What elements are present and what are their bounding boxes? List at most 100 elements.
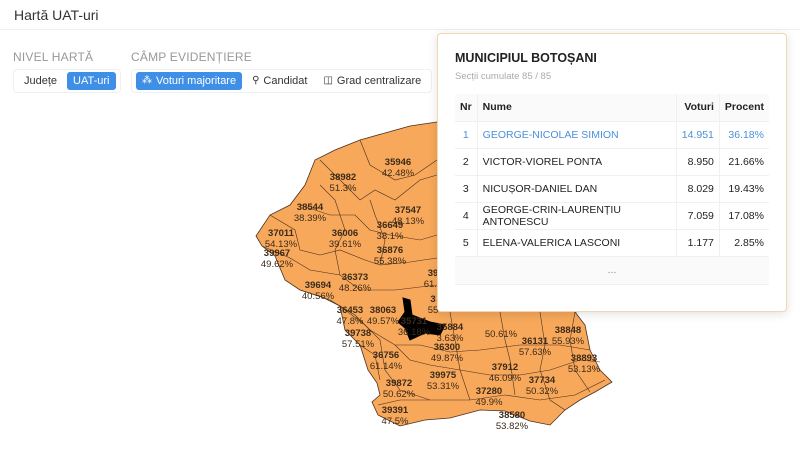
cell-votes: 14.951 xyxy=(675,121,720,149)
uat-label-pct: 48.26% xyxy=(339,283,372,294)
uat-label-pct: 3.63% xyxy=(437,333,464,344)
uat-label-pct: 55.93% xyxy=(552,336,585,347)
col-voturi: Voturi xyxy=(675,94,720,122)
uat-label-code: 37912 xyxy=(492,362,518,373)
table-row[interactable]: 4 GEORGE-CRIN-LAURENȚIU ANTONESCU 7.059 17.… xyxy=(455,202,769,230)
uat-label-pct: 57.51% xyxy=(342,339,375,350)
cell-pct: 17.08% xyxy=(718,202,769,230)
selected-uat-botosani[interactable] xyxy=(397,297,446,341)
table-row[interactable]: 1 GEORGE-NICOLAE SIMION 14.951 36.18% xyxy=(455,121,769,149)
uat-label-pct: 50.61% xyxy=(485,329,518,340)
cell-name: GEORGE-CRIN-LAURENȚIU ANTONESCU xyxy=(476,202,677,230)
highlight-field-toggle: ⁂ Voturi majoritare ⚲ Candidat ◫ Grad ce… xyxy=(131,69,433,93)
uat-label-code: 39967 xyxy=(264,248,290,259)
field-option-grad-centralizare[interactable]: ◫ Grad centralizare xyxy=(317,72,427,90)
level-option-uat[interactable]: UAT-uri xyxy=(67,72,116,90)
field-option-voturi-majoritare[interactable]: ⁂ Voturi majoritare xyxy=(136,72,243,90)
uat-label-pct: 50.62% xyxy=(383,389,416,400)
uat-label-pct: 49.62% xyxy=(261,259,294,270)
uat-label-pct: 36.18% xyxy=(398,327,431,338)
uat-label-pct: 42.48% xyxy=(382,168,415,179)
uat-label-code: 35731 xyxy=(401,316,428,327)
table-row[interactable]: 5 ELENA-VALERICA LASCONI 1.177 2.85% xyxy=(455,229,769,257)
table-row[interactable]: 3 NICUȘOR-DANIEL DAN 8.029 19.43% xyxy=(455,175,769,203)
uat-label-code: 38848 xyxy=(555,325,581,336)
uat-label-code: 38063 xyxy=(370,305,396,316)
uat-label-code: 3 xyxy=(430,294,435,305)
results-table: Nr Nume Voturi Procent 1 GEORGE-NICOLAE S… xyxy=(455,94,769,285)
field-option-label: Voturi majoritare xyxy=(156,75,237,87)
uat-label-pct: 55.38% xyxy=(374,256,407,267)
uat-label-pct: 38.1% xyxy=(377,231,404,242)
uat-label-pct: 55 xyxy=(428,305,439,316)
uat-label-code: 36373 xyxy=(342,272,368,283)
popup-subtitle: Secții cumulate 85 / 85 xyxy=(455,71,552,82)
uat-label-code: 36131 xyxy=(522,336,549,347)
field-option-candidat[interactable]: ⚲ Candidat xyxy=(246,72,313,90)
uat-label-code: 39975 xyxy=(430,370,457,381)
level-option-judete[interactable]: Județe xyxy=(24,75,58,87)
table-header: Nr Nume Voturi Procent xyxy=(455,94,769,122)
map-level-toggle: Județe UAT-uri xyxy=(13,69,121,93)
highlight-field-label: CÂMP EVIDENȚIERE xyxy=(131,50,253,64)
cell-pct: 19.43% xyxy=(718,175,769,203)
uat-details-popup: MUNICIPIUL BOTOȘANI Secții cumulate 85 /… xyxy=(437,33,787,312)
uat-label-code: 38580 xyxy=(499,410,525,421)
page-title: Hartă UAT-uri xyxy=(14,7,99,23)
cell-name: GEORGE-NICOLAE SIMION xyxy=(476,121,677,149)
uat-label-code: 38544 xyxy=(297,202,324,213)
cell-nr: 1 xyxy=(455,121,478,149)
col-nume: Nume xyxy=(476,94,677,122)
cell-nr: 5 xyxy=(455,229,478,257)
col-procent: Procent xyxy=(718,94,769,122)
uat-borders xyxy=(261,139,606,411)
uat-label-code: 36649 xyxy=(377,220,403,231)
uat-label-pct: 61.0 xyxy=(424,279,443,290)
user-icon: ⚲ xyxy=(252,75,260,86)
cell-votes: 8.950 xyxy=(675,148,720,176)
uat-label: 355 xyxy=(428,294,439,316)
uat-label-code: 39 xyxy=(428,268,439,279)
more-results[interactable]: ... xyxy=(455,256,769,285)
cell-votes: 7.059 xyxy=(675,202,720,230)
cell-votes: 1.177 xyxy=(675,229,720,257)
field-option-label: Grad centralizare xyxy=(336,75,422,87)
cell-nr: 3 xyxy=(455,175,478,203)
uat-label-pct: 61.14% xyxy=(370,361,403,372)
uat-label-pct: 47.8% xyxy=(337,316,364,327)
cell-nr: 2 xyxy=(455,148,478,176)
more-row[interactable]: ... xyxy=(455,256,769,285)
page-header: Hartă UAT-uri xyxy=(0,0,800,30)
highlight-field-group: CÂMP EVIDENȚIERE ⁂ Voturi majoritare ⚲ C… xyxy=(131,50,433,93)
uat-label-pct: 49.87% xyxy=(431,353,464,364)
table-row[interactable]: 2 VICTOR-VIOREL PONTA 8.950 21.66% xyxy=(455,148,769,176)
cell-name: VICTOR-VIOREL PONTA xyxy=(476,148,677,176)
uat-label-code: 36876 xyxy=(377,245,403,256)
uat-label-code: 38982 xyxy=(330,172,356,183)
col-nr: Nr xyxy=(455,94,478,122)
cell-votes: 8.029 xyxy=(675,175,720,203)
cell-name: ELENA-VALERICA LASCONI xyxy=(476,229,677,257)
uat-label-pct: 46.09% xyxy=(489,373,522,384)
uat-label-code: 36300 xyxy=(434,342,460,353)
uat-label-pct: 50.32% xyxy=(526,386,559,397)
